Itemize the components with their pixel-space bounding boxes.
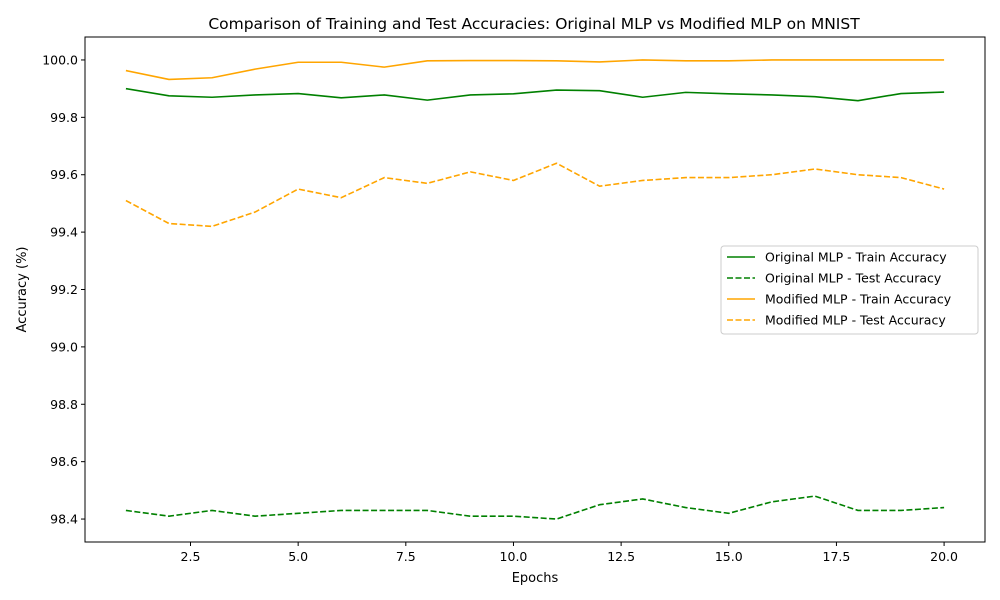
legend-box	[720, 245, 979, 335]
x-tick-label: 5.0	[288, 549, 308, 564]
series-line-2	[125, 495, 945, 520]
x-tick-label: 20.0	[930, 549, 958, 564]
x-axis: 2.5 5.0 7.5 10.0 12.5 15.0 17.5 20.0	[181, 542, 958, 564]
y-tick-label: 98.4	[50, 512, 78, 527]
chart-title: Comparison of Training and Test Accuraci…	[208, 15, 860, 33]
y-tick-label: 100.0	[42, 52, 78, 67]
series-line-1	[125, 87, 945, 102]
y-tick-label: 99.4	[50, 225, 78, 240]
y-tick-label: 98.8	[50, 397, 78, 412]
x-tick-label: 17.5	[823, 549, 851, 564]
y-axis: 98.4 98.6 98.8 99.0 99.2 99.4 99.6 99.8 100.0	[42, 52, 85, 527]
x-tick-label: 15.0	[715, 549, 743, 564]
y-tick-label: 99.2	[50, 282, 78, 297]
legend: Original MLP - Train Accuracy Original ML…	[720, 245, 979, 335]
legend-label: Original MLP - Train Accuracy	[765, 250, 947, 265]
y-axis-label: Accuracy (%)	[15, 247, 30, 333]
series-line-4	[125, 162, 945, 228]
y-tick-label: 99.0	[50, 339, 78, 354]
x-tick-label: 2.5	[181, 549, 201, 564]
y-tick-label: 99.8	[50, 110, 78, 125]
legend-label: Original MLP - Test Accuracy	[765, 271, 942, 286]
y-tick-label: 99.6	[50, 167, 78, 182]
x-tick-label: 12.5	[607, 549, 635, 564]
series-line-3	[125, 59, 945, 81]
y-tick-label: 98.6	[50, 454, 78, 469]
legend-label: Modified MLP - Test Accuracy	[765, 313, 946, 328]
x-axis-label: Epochs	[512, 571, 559, 586]
legend-label: Modified MLP - Train Accuracy	[765, 292, 952, 307]
x-tick-label: 10.0	[500, 549, 528, 564]
x-tick-label: 7.5	[396, 549, 416, 564]
